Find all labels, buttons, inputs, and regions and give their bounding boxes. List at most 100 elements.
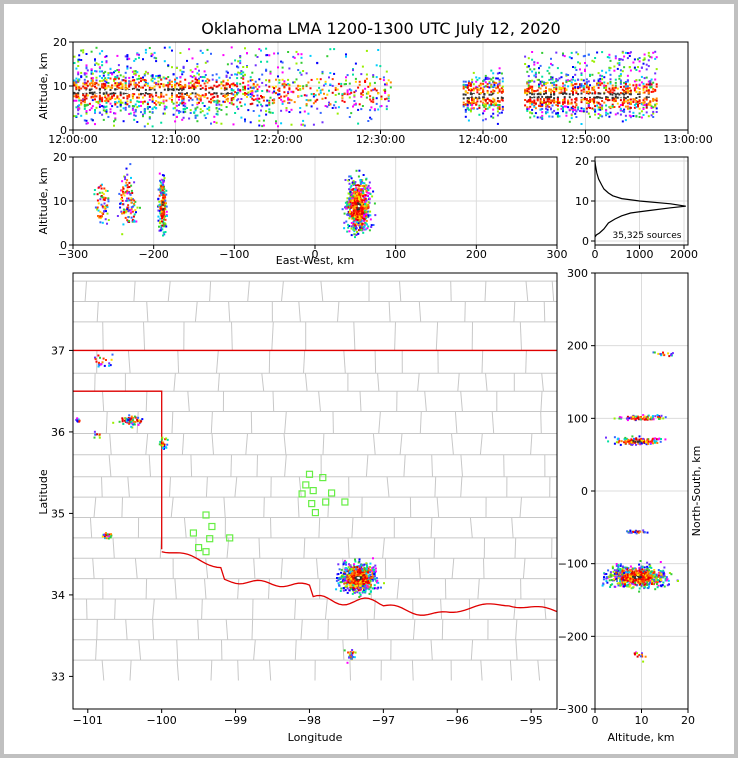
ew-xtick-label: 0 xyxy=(312,248,319,261)
hist-xtick-label: 0 xyxy=(592,248,599,261)
source-mark xyxy=(105,55,108,58)
source-mark xyxy=(643,101,646,104)
source-mark xyxy=(116,74,119,77)
source-mark xyxy=(319,89,322,92)
source-mark xyxy=(618,105,621,108)
source-mark xyxy=(587,80,590,83)
source-mark xyxy=(368,229,371,232)
source-mark xyxy=(75,90,78,93)
county-border xyxy=(284,454,287,477)
source-mark xyxy=(160,78,163,81)
source-mark xyxy=(346,585,349,588)
source-mark xyxy=(546,104,549,107)
source-mark xyxy=(619,58,622,61)
source-mark xyxy=(75,80,78,83)
source-mark xyxy=(619,73,622,76)
source-mark xyxy=(543,99,546,102)
source-mark xyxy=(105,61,108,64)
source-mark xyxy=(302,85,305,88)
source-mark xyxy=(603,85,606,88)
source-mark xyxy=(153,102,156,104)
source-mark xyxy=(239,56,242,59)
source-mark xyxy=(526,109,529,112)
source-mark xyxy=(182,116,185,119)
source-mark xyxy=(220,104,223,107)
ta-xtick-label: 12:40:00 xyxy=(458,133,507,146)
ew-ytick-label: 10 xyxy=(53,195,67,208)
source-mark xyxy=(524,63,527,65)
hist-ytick-label: 10 xyxy=(575,195,589,208)
source-mark xyxy=(85,122,88,125)
source-mark xyxy=(251,97,254,100)
source-mark xyxy=(642,114,645,116)
source-mark xyxy=(144,92,147,95)
source-mark xyxy=(88,109,91,111)
source-mark xyxy=(623,85,626,88)
source-mark xyxy=(251,71,254,74)
source-mark xyxy=(256,99,259,102)
source-mark xyxy=(97,215,100,218)
source-mark xyxy=(77,109,80,112)
source-mark xyxy=(175,116,178,118)
source-mark xyxy=(562,52,564,55)
source-mark xyxy=(609,82,612,85)
source-mark xyxy=(159,179,161,182)
source-mark xyxy=(162,83,165,86)
source-mark xyxy=(469,89,472,92)
source-mark xyxy=(553,98,556,101)
source-mark xyxy=(101,60,104,63)
source-mark xyxy=(220,92,223,95)
source-mark xyxy=(560,105,563,108)
source-mark xyxy=(90,88,93,91)
source-mark xyxy=(287,91,290,94)
source-mark xyxy=(365,213,368,216)
source-mark xyxy=(230,73,233,76)
source-mark xyxy=(158,225,160,228)
source-mark xyxy=(385,105,388,108)
source-mark xyxy=(654,57,657,60)
source-mark xyxy=(370,590,372,593)
source-mark xyxy=(548,89,551,92)
source-mark xyxy=(629,98,632,101)
source-mark xyxy=(179,110,182,113)
county-border xyxy=(210,411,213,434)
source-mark xyxy=(129,99,132,102)
source-mark xyxy=(488,86,491,89)
source-mark xyxy=(647,80,650,83)
source-mark xyxy=(626,89,629,92)
source-mark xyxy=(83,119,86,122)
source-mark xyxy=(618,93,621,96)
source-mark xyxy=(91,72,94,75)
source-mark xyxy=(343,571,346,574)
source-mark xyxy=(246,52,248,55)
source-mark xyxy=(297,85,300,88)
source-mark xyxy=(350,212,352,215)
source-mark xyxy=(266,89,269,92)
source-mark xyxy=(493,100,496,103)
county-border xyxy=(342,639,345,661)
source-mark xyxy=(142,86,144,89)
source-mark xyxy=(654,72,657,75)
source-mark xyxy=(364,573,367,576)
county-border xyxy=(386,476,390,498)
source-mark xyxy=(150,89,153,92)
source-mark xyxy=(107,97,110,100)
source-mark xyxy=(133,105,136,108)
source-mark xyxy=(587,53,590,56)
source-mark xyxy=(562,95,564,98)
source-mark xyxy=(643,57,646,60)
source-mark xyxy=(645,106,648,109)
source-mark xyxy=(98,70,101,73)
source-mark xyxy=(606,90,609,93)
source-mark xyxy=(239,72,242,74)
source-mark xyxy=(614,93,617,96)
source-mark xyxy=(483,105,486,108)
source-mark xyxy=(178,83,180,86)
source-mark xyxy=(85,87,88,90)
source-mark xyxy=(642,108,645,110)
source-mark xyxy=(614,84,617,87)
source-mark xyxy=(469,102,472,105)
source-mark xyxy=(379,105,382,108)
source-mark xyxy=(107,197,110,200)
source-mark xyxy=(226,83,229,86)
